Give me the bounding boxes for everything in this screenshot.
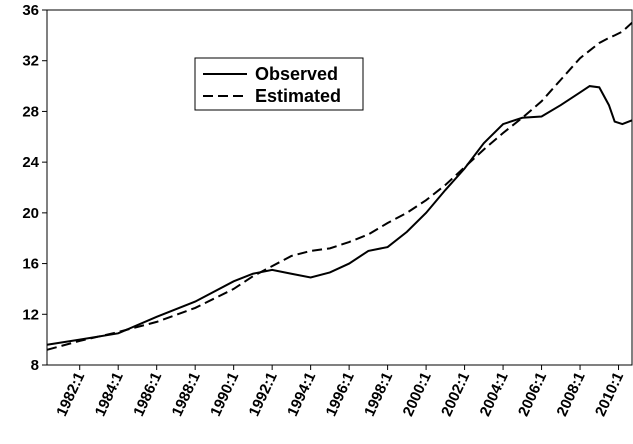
y-tick-label: 16 bbox=[22, 256, 39, 273]
y-tick-label: 20 bbox=[22, 205, 39, 222]
x-tick-label: 1982:1 bbox=[53, 370, 88, 420]
line bbox=[46, 85, 633, 346]
x-tick-label: 2008:1 bbox=[554, 370, 589, 420]
y-tick-label: 12 bbox=[22, 306, 39, 323]
x-tick-label: 2002:1 bbox=[438, 370, 473, 420]
x-tick-label: 1998:1 bbox=[361, 370, 396, 420]
y-tick-label: 28 bbox=[22, 103, 39, 120]
x-tick-label: 2006:1 bbox=[515, 370, 550, 420]
x-tick-label: 1986:1 bbox=[130, 370, 165, 420]
y-tick-label: 8 bbox=[31, 357, 39, 374]
legend-label: Observed bbox=[255, 64, 338, 84]
legend-box bbox=[194, 57, 364, 111]
x-tick-label: 1990:1 bbox=[207, 370, 242, 420]
x-tick-label: 1984:1 bbox=[92, 370, 127, 420]
x-tick-label: 1994:1 bbox=[284, 370, 319, 420]
x-tick-label: 1996:1 bbox=[323, 370, 358, 420]
plot-frame bbox=[46, 9, 633, 366]
x-tick-label: 2000:1 bbox=[400, 370, 435, 420]
x-tick-label: 2010:1 bbox=[592, 370, 627, 420]
legend-label: Estimated bbox=[255, 86, 341, 106]
y-tick-label: 36 bbox=[22, 2, 39, 19]
x-tick-label: 2004:1 bbox=[477, 370, 512, 420]
x-tick-label: 1992:1 bbox=[246, 370, 281, 420]
y-tick-label: 32 bbox=[22, 53, 39, 70]
y-tick-label: 24 bbox=[22, 154, 39, 171]
x-tick-label: 1988:1 bbox=[169, 370, 204, 420]
line bbox=[46, 21, 633, 351]
